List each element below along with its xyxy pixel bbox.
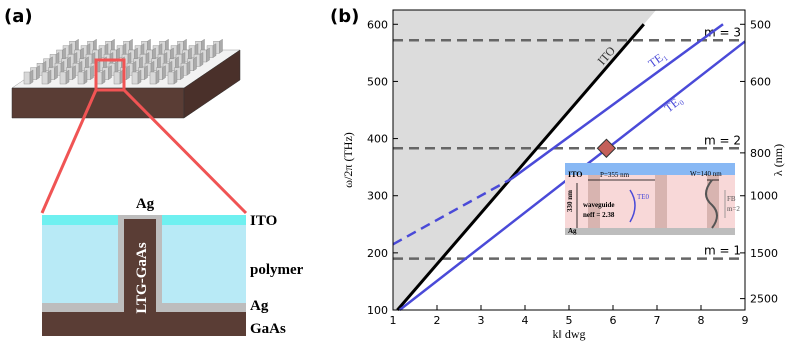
pillar	[59, 71, 67, 85]
x-axis-label: k‖ dwg	[552, 327, 585, 341]
series-line	[511, 23, 724, 180]
pillar	[126, 65, 130, 80]
inset-text: FB	[727, 195, 736, 203]
pillar	[54, 65, 58, 80]
y2-tick-label: 1000	[750, 190, 778, 203]
pillar	[72, 65, 76, 80]
x-tick-label: 1	[390, 314, 397, 327]
inset	[565, 163, 735, 235]
pillar	[212, 43, 217, 58]
panel-label: (a)	[4, 6, 33, 27]
pillar	[29, 69, 34, 85]
label-pillar: LTG-GaAs	[134, 242, 150, 313]
pillar	[193, 56, 197, 72]
y-tick-label: 300	[367, 190, 388, 203]
label-ag: Ag	[250, 298, 269, 314]
pillar	[144, 65, 148, 80]
x-tick-label: 7	[654, 314, 661, 327]
x-tick-label: 9	[742, 314, 749, 327]
pillar	[219, 38, 223, 54]
pillar	[167, 71, 175, 85]
y2-tick-label: 1500	[750, 247, 778, 260]
pillar	[83, 69, 88, 85]
y-tick-label: 200	[367, 247, 388, 260]
y2-tick-label: 500	[750, 18, 771, 31]
pillar	[149, 71, 157, 85]
pillar	[90, 65, 94, 80]
label-ag: Ag	[136, 196, 155, 212]
pillar	[108, 65, 112, 80]
pillar	[131, 71, 139, 85]
y-tick-label: 400	[367, 133, 388, 146]
inset-text: neff = 2.38	[583, 211, 615, 219]
x-tick-label: 6	[610, 314, 617, 327]
pillar	[137, 69, 142, 85]
pillar	[65, 69, 70, 85]
pillar	[77, 71, 85, 85]
pillar	[199, 52, 204, 67]
series-line	[396, 23, 645, 311]
pillar	[180, 65, 184, 80]
pillar	[173, 69, 178, 85]
label-ito: ITO	[250, 213, 277, 229]
pillar	[101, 69, 106, 85]
y2-tick-label: 2500	[750, 293, 778, 306]
pillar	[186, 60, 191, 76]
panel-label: (b)	[330, 6, 359, 27]
x-tick-label: 8	[698, 314, 705, 327]
y-tick-label: 100	[367, 304, 388, 317]
x-tick-label: 4	[522, 314, 529, 327]
x-tick-label: 3	[478, 314, 485, 327]
mode-label: m = 2	[704, 133, 741, 147]
series-line	[392, 177, 513, 246]
pillar	[206, 47, 210, 63]
pillar	[41, 71, 49, 85]
inset-text: W=140 nm	[690, 170, 722, 178]
pillar	[36, 65, 40, 80]
inset-text: waveguide	[583, 201, 615, 209]
inset-text: Ag	[568, 227, 577, 235]
y2-axis-label: λ (nm)	[771, 144, 785, 176]
series-label: TE₀	[662, 93, 685, 116]
pillar	[162, 65, 166, 80]
y-tick-label: 600	[367, 18, 388, 31]
y-tick-label: 500	[367, 75, 388, 88]
label-gaas: GaAs	[250, 321, 286, 337]
inset-text: m=2	[727, 205, 740, 213]
pillar	[23, 71, 31, 85]
label-polymer: polymer	[250, 262, 304, 278]
y2-tick-label: 800	[750, 147, 771, 160]
y-axis-label: ω/2π (THz)	[341, 132, 355, 188]
inset-text: TE0	[637, 193, 650, 201]
y2-tick-label: 600	[750, 75, 771, 88]
mode-label: m = 1	[704, 244, 741, 258]
x-tick-label: 2	[434, 314, 441, 327]
cross-section	[42, 215, 246, 336]
inset-text: 330 nm	[566, 190, 574, 212]
inset-text: P=355 nm	[600, 171, 630, 179]
pillar	[155, 69, 160, 85]
pillar	[47, 69, 52, 85]
x-tick-label: 5	[566, 314, 573, 327]
inset-text: ITO	[568, 170, 583, 179]
pillar	[113, 71, 121, 85]
sample-3d	[11, 38, 248, 215]
marker	[596, 138, 617, 158]
mode-label: m = 3	[704, 25, 741, 39]
